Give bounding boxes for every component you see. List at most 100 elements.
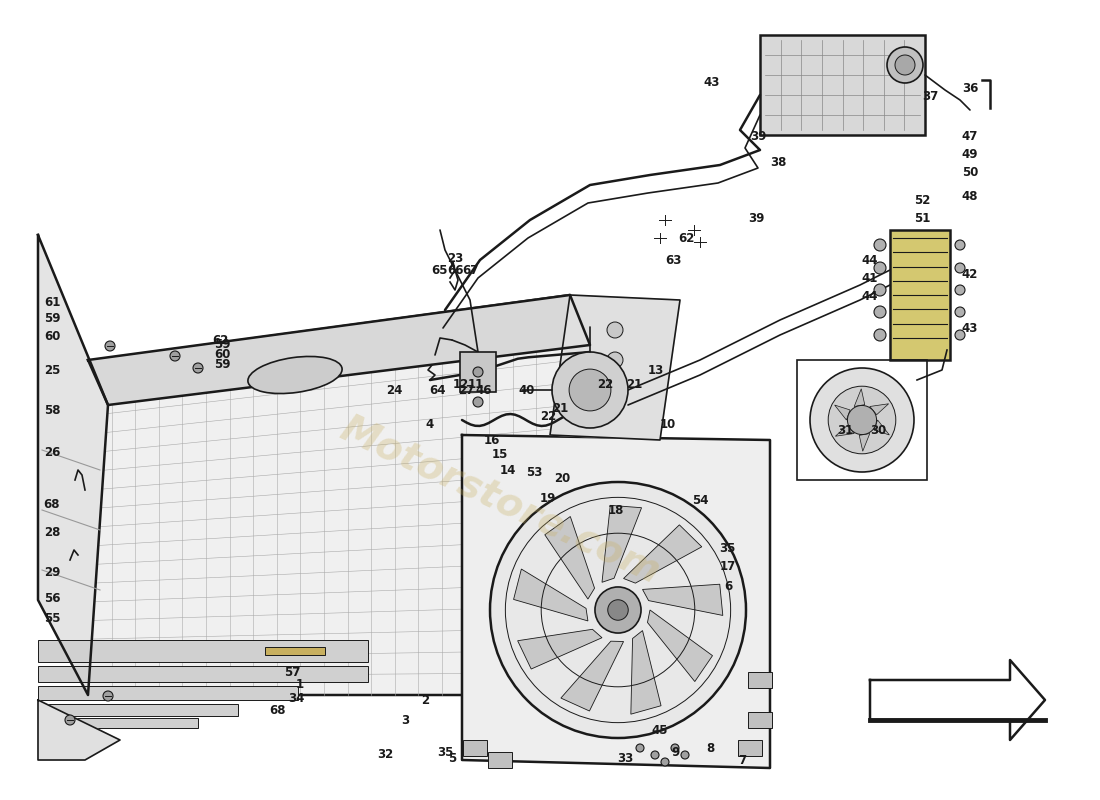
Circle shape (874, 239, 886, 251)
Circle shape (607, 322, 623, 338)
Bar (39, 666, 369, 682)
Text: 18: 18 (608, 503, 624, 517)
Text: 61: 61 (44, 295, 60, 309)
Text: 33: 33 (617, 751, 634, 765)
Circle shape (828, 386, 895, 454)
Circle shape (607, 382, 623, 398)
Ellipse shape (248, 357, 342, 394)
Text: 17: 17 (719, 561, 736, 574)
Text: 48: 48 (961, 190, 978, 202)
Bar (748, 712, 772, 728)
Text: 13: 13 (648, 363, 664, 377)
Text: 58: 58 (44, 403, 60, 417)
Bar (760, 35, 925, 135)
Circle shape (810, 368, 914, 472)
Text: 47: 47 (961, 130, 978, 142)
Polygon shape (462, 435, 770, 768)
Circle shape (955, 240, 965, 250)
Circle shape (847, 406, 877, 434)
Polygon shape (514, 569, 587, 621)
Text: 62: 62 (212, 334, 228, 346)
Text: 25: 25 (44, 363, 60, 377)
Text: 23: 23 (447, 251, 463, 265)
Polygon shape (544, 517, 595, 599)
Text: 60: 60 (213, 347, 230, 361)
Circle shape (170, 351, 180, 361)
Bar (488, 752, 512, 768)
Polygon shape (855, 389, 865, 406)
Text: 9: 9 (671, 746, 679, 758)
Text: 55: 55 (44, 611, 60, 625)
Text: 30: 30 (870, 423, 887, 437)
Text: 54: 54 (692, 494, 708, 506)
Text: 36: 36 (961, 82, 978, 94)
Circle shape (65, 715, 75, 725)
Circle shape (552, 352, 628, 428)
Circle shape (671, 744, 679, 752)
Polygon shape (518, 630, 602, 669)
Text: 12: 12 (453, 378, 469, 391)
Bar (463, 740, 487, 756)
Text: 32: 32 (377, 749, 393, 762)
Text: 28: 28 (44, 526, 60, 539)
Text: 68: 68 (270, 703, 286, 717)
Circle shape (595, 587, 641, 633)
Text: 16: 16 (484, 434, 500, 446)
Bar (798, 360, 927, 480)
Text: 62: 62 (678, 231, 694, 245)
Bar (748, 672, 772, 688)
Polygon shape (648, 610, 713, 682)
Circle shape (955, 307, 965, 317)
Text: 43: 43 (704, 77, 720, 90)
Text: Motorstore.com: Motorstore.com (334, 409, 667, 591)
Text: 56: 56 (44, 591, 60, 605)
Circle shape (874, 284, 886, 296)
Text: 38: 38 (770, 155, 786, 169)
Text: 46: 46 (475, 383, 493, 397)
Circle shape (651, 751, 659, 759)
Text: 3: 3 (400, 714, 409, 726)
Polygon shape (88, 295, 590, 405)
Bar (265, 647, 324, 655)
Circle shape (661, 758, 669, 766)
Text: 64: 64 (429, 383, 446, 397)
Text: 57: 57 (284, 666, 300, 678)
Text: 35: 35 (437, 746, 453, 758)
Circle shape (607, 352, 623, 368)
Text: 21: 21 (552, 402, 568, 414)
Bar (39, 686, 298, 700)
Bar (39, 718, 198, 728)
Circle shape (473, 397, 483, 407)
Text: 53: 53 (526, 466, 542, 479)
Text: 68: 68 (44, 498, 60, 511)
Circle shape (955, 330, 965, 340)
Text: 66: 66 (447, 263, 463, 277)
Text: 6: 6 (724, 581, 733, 594)
Text: 60: 60 (44, 330, 60, 342)
Text: 24: 24 (386, 383, 403, 397)
Text: 35: 35 (718, 542, 735, 554)
Text: 59: 59 (213, 338, 230, 350)
Circle shape (608, 600, 628, 620)
Circle shape (955, 285, 965, 295)
Text: 1: 1 (296, 678, 304, 691)
Text: 59: 59 (213, 358, 230, 370)
Text: 34: 34 (288, 691, 305, 705)
Bar (738, 740, 762, 756)
Circle shape (955, 263, 965, 273)
Text: 31: 31 (837, 423, 854, 437)
Circle shape (490, 482, 746, 738)
Text: 7: 7 (738, 754, 746, 766)
Circle shape (103, 691, 113, 701)
Text: 52: 52 (914, 194, 931, 206)
Text: 40: 40 (519, 383, 536, 397)
Text: 26: 26 (44, 446, 60, 459)
Text: 22: 22 (597, 378, 613, 391)
Text: 45: 45 (651, 723, 669, 737)
Polygon shape (873, 420, 890, 435)
Bar (39, 704, 238, 716)
Circle shape (681, 751, 689, 759)
Polygon shape (642, 584, 723, 615)
Text: 39: 39 (750, 130, 767, 142)
Text: 4: 4 (426, 418, 434, 431)
